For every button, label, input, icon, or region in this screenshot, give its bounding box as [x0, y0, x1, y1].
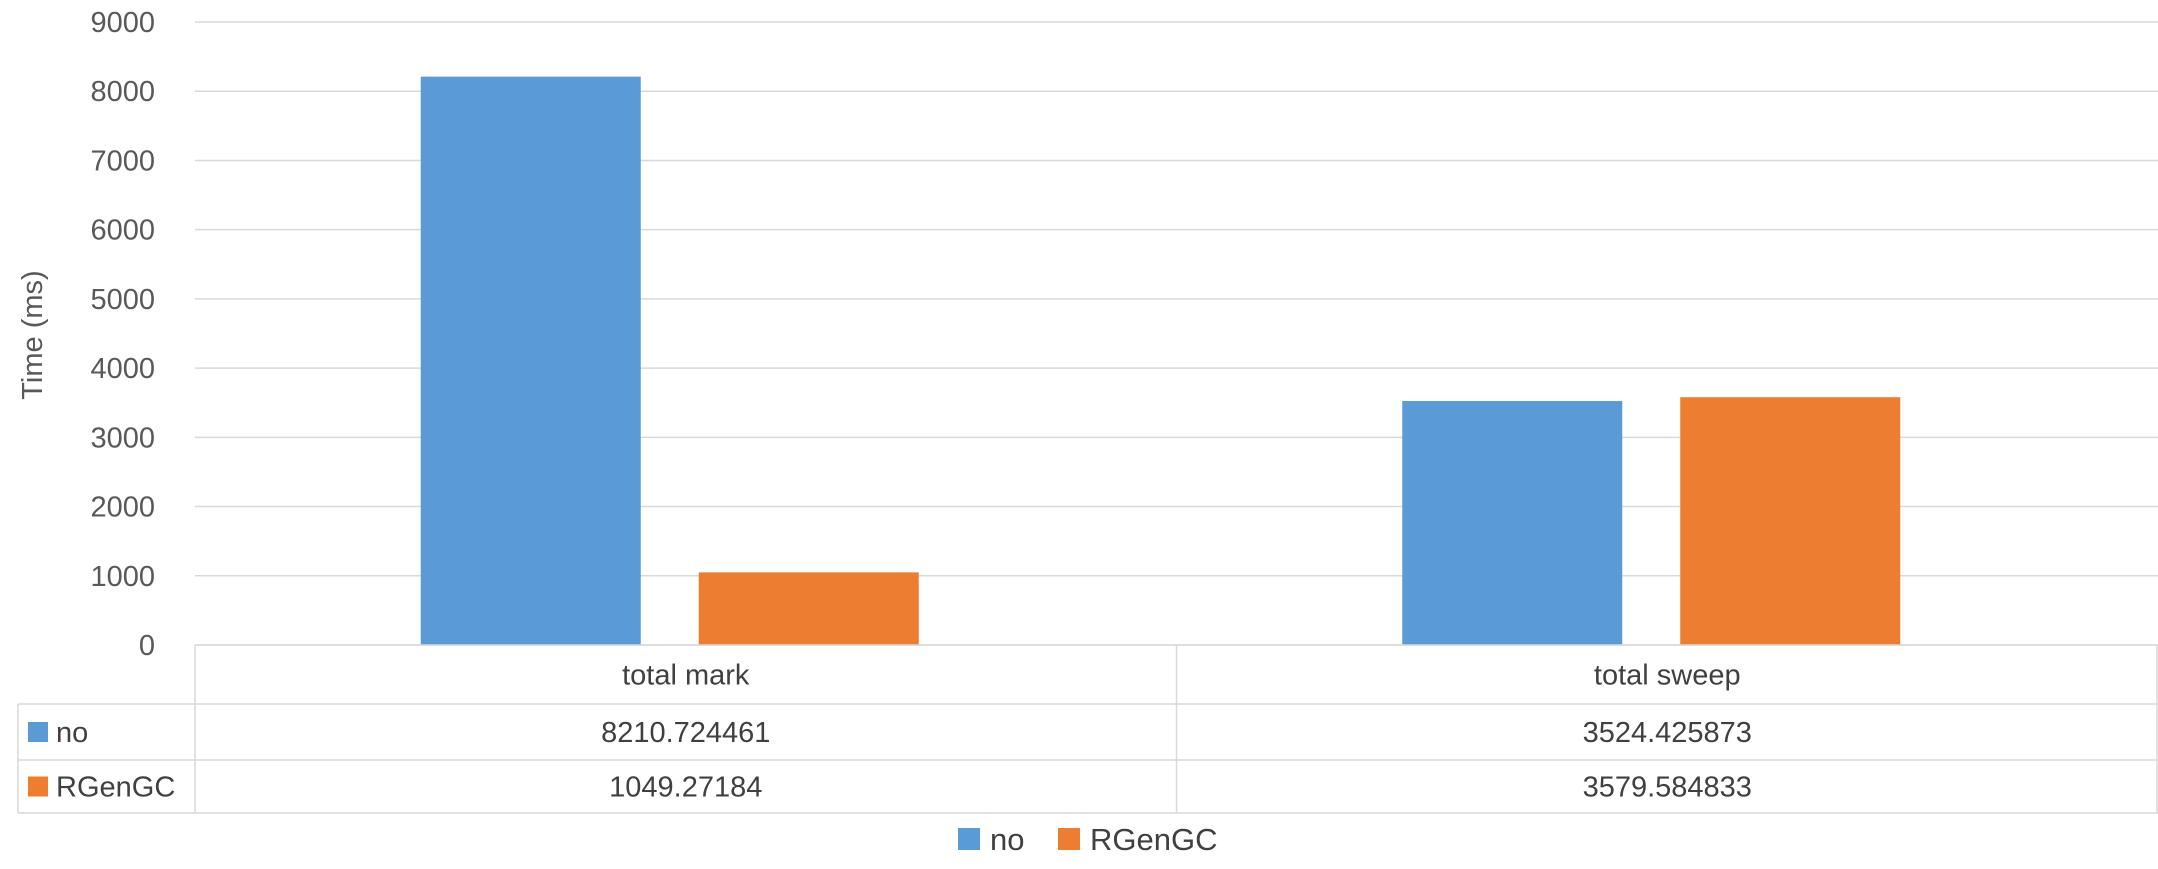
y-axis-ticks: 0 1000 2000 3000 4000 5000 6000 7000 8000 9000 [90, 7, 155, 662]
table-cell-value: 1049.27184 [609, 772, 762, 804]
category-label: total sweep [1594, 660, 1741, 692]
table-legend-key-no [28, 722, 48, 742]
table-cell-value: 8210.724461 [601, 717, 770, 749]
table-series-name: RGenGC [56, 772, 175, 804]
table-legend-key-rgengc [28, 776, 48, 797]
data-table: total mark total sweep no 8210.724461 3524.4… [17, 644, 2158, 814]
bars [420, 76, 1901, 646]
legend: no RGenGC [958, 822, 1217, 857]
y-tick-label: 4000 [90, 353, 155, 385]
table-series-name: no [56, 717, 88, 749]
legend-swatch-no [958, 828, 980, 850]
y-tick-label: 8000 [90, 76, 155, 108]
bar-rgengc-1 [698, 572, 919, 645]
y-tick-label: 2000 [90, 492, 155, 524]
y-axis-label: Time (ms) [17, 270, 49, 399]
bar-no-1 [420, 76, 641, 646]
y-tick-label: 0 [139, 630, 155, 662]
bar-no-2 [1402, 401, 1623, 645]
y-tick-label: 9000 [90, 7, 155, 39]
legend-label: no [990, 822, 1024, 857]
y-tick-label: 3000 [90, 422, 155, 454]
y-tick-label: 6000 [90, 215, 155, 247]
y-tick-label: 5000 [90, 284, 155, 316]
table-cell-value: 3579.584833 [1583, 772, 1752, 804]
legend-swatch-rgengc [1058, 828, 1080, 850]
table-cell-value: 3524.425873 [1583, 717, 1752, 749]
bar-rgengc-2 [1680, 397, 1901, 645]
legend-label: RGenGC [1090, 822, 1217, 857]
category-label: total mark [622, 660, 750, 692]
y-tick-label: 7000 [90, 145, 155, 177]
y-tick-label: 1000 [90, 561, 155, 593]
